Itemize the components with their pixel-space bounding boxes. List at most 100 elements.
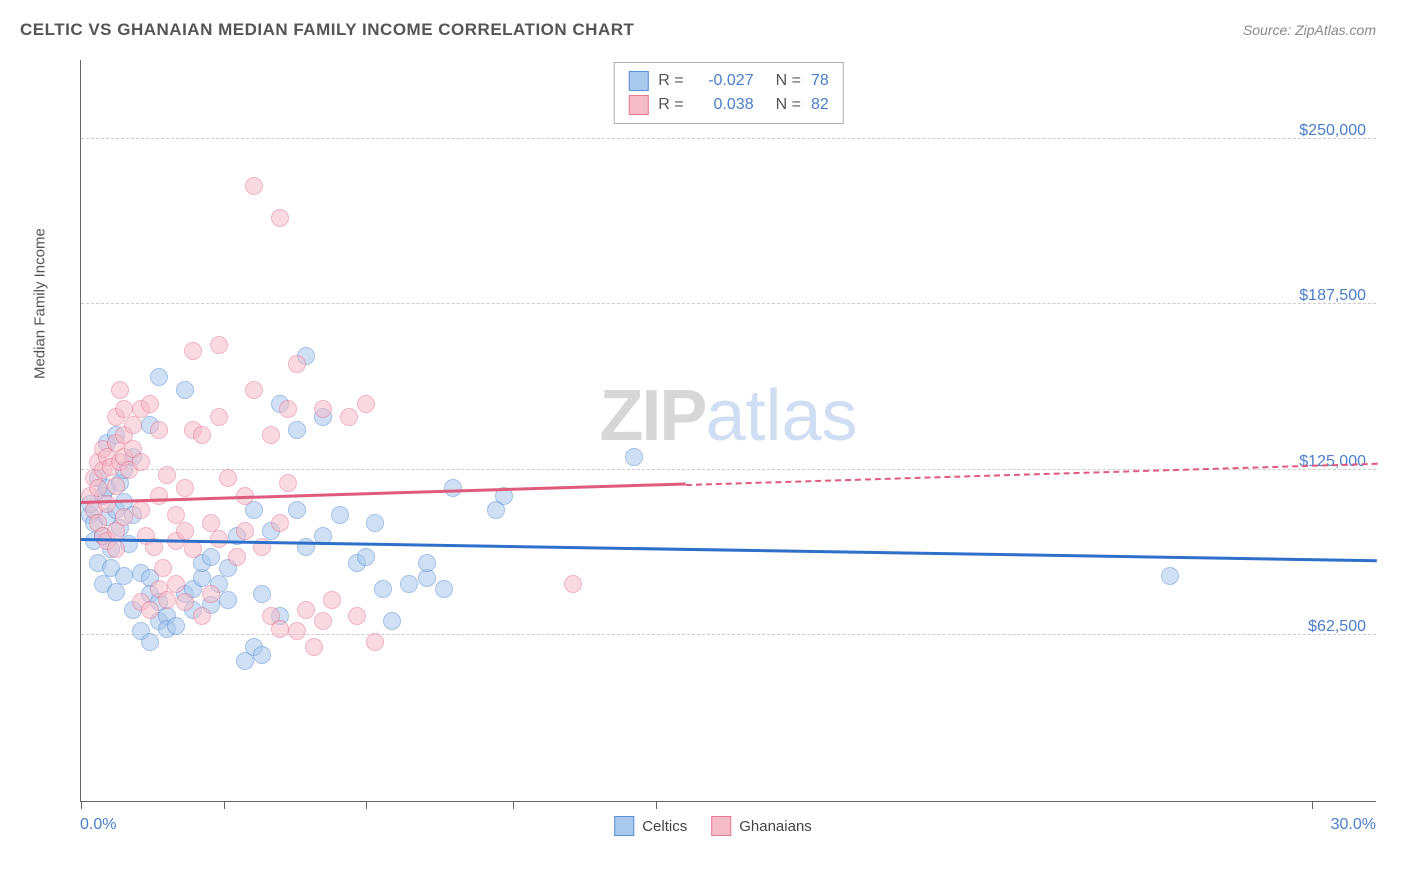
legend-swatch xyxy=(614,816,634,836)
data-point xyxy=(202,548,220,566)
data-point xyxy=(305,638,323,656)
data-point xyxy=(236,522,254,540)
data-point xyxy=(141,601,159,619)
data-point xyxy=(253,646,271,664)
chart-title: CELTIC VS GHANAIAN MEDIAN FAMILY INCOME … xyxy=(20,20,634,40)
legend-n-value: 78 xyxy=(811,72,829,90)
data-point xyxy=(150,368,168,386)
x-axis-max-label: 30.0% xyxy=(1331,816,1376,834)
legend-r-label: R = xyxy=(658,72,683,90)
legend-stats-row: R = 0.038 N = 82 xyxy=(628,93,828,117)
data-point xyxy=(210,530,228,548)
data-point xyxy=(418,554,436,572)
data-point xyxy=(150,487,168,505)
data-point xyxy=(444,479,462,497)
data-point xyxy=(184,342,202,360)
data-point xyxy=(141,633,159,651)
watermark: ZIPatlas xyxy=(599,375,857,457)
legend-n-label: N = xyxy=(776,96,801,114)
data-point xyxy=(331,506,349,524)
data-point xyxy=(176,593,194,611)
data-point xyxy=(176,479,194,497)
data-point xyxy=(297,601,315,619)
data-point xyxy=(132,453,150,471)
data-point xyxy=(132,501,150,519)
x-axis-min-label: 0.0% xyxy=(80,816,116,834)
chart-source: Source: ZipAtlas.com xyxy=(1243,22,1376,38)
data-point xyxy=(115,508,133,526)
data-point xyxy=(625,448,643,466)
gridline xyxy=(81,303,1376,304)
chart-header: CELTIC VS GHANAIAN MEDIAN FAMILY INCOME … xyxy=(0,0,1406,50)
legend-n-value: 82 xyxy=(811,96,829,114)
legend-swatch xyxy=(711,816,731,836)
data-point xyxy=(219,469,237,487)
data-point xyxy=(288,355,306,373)
trend-line xyxy=(81,483,686,505)
data-point xyxy=(158,466,176,484)
data-point xyxy=(279,474,297,492)
data-point xyxy=(98,495,116,513)
data-point xyxy=(219,591,237,609)
data-point xyxy=(340,408,358,426)
data-point xyxy=(357,548,375,566)
data-point xyxy=(202,585,220,603)
data-point xyxy=(418,569,436,587)
data-point xyxy=(107,583,125,601)
legend-r-value: 0.038 xyxy=(694,96,754,114)
data-point xyxy=(366,514,384,532)
trend-line xyxy=(81,538,1377,562)
chart-area: Median Family Income ZIPatlas R =-0.027N… xyxy=(50,60,1376,832)
data-point xyxy=(210,408,228,426)
data-point xyxy=(279,400,297,418)
x-tick xyxy=(224,801,225,809)
legend-r-value: -0.027 xyxy=(694,72,754,90)
data-point xyxy=(314,400,332,418)
data-point xyxy=(167,506,185,524)
data-point xyxy=(107,477,125,495)
data-point xyxy=(314,612,332,630)
data-point xyxy=(245,381,263,399)
watermark-atlas: atlas xyxy=(705,376,857,456)
data-point xyxy=(158,591,176,609)
data-point xyxy=(1161,567,1179,585)
legend-stats: R = -0.027 N = 78 R = 0.038 N = 82 xyxy=(613,62,843,124)
data-point xyxy=(176,522,194,540)
y-axis-title: Median Family Income xyxy=(32,228,49,379)
data-point xyxy=(323,591,341,609)
legend-series-item: Celtics xyxy=(614,816,687,836)
x-tick xyxy=(1312,801,1313,809)
data-point xyxy=(107,540,125,558)
data-point xyxy=(115,567,133,585)
y-tick-label: $187,500 xyxy=(1299,287,1366,305)
data-point xyxy=(111,381,129,399)
data-point xyxy=(383,612,401,630)
legend-r-label: R = xyxy=(658,96,683,114)
y-tick-label: $62,500 xyxy=(1308,618,1366,636)
data-point xyxy=(297,538,315,556)
y-tick-label: $125,000 xyxy=(1299,453,1366,471)
x-tick xyxy=(81,801,82,809)
data-point xyxy=(435,580,453,598)
data-point xyxy=(357,395,375,413)
legend-series-label: Celtics xyxy=(642,818,687,835)
data-point xyxy=(167,575,185,593)
watermark-zip: ZIP xyxy=(599,376,705,456)
data-point xyxy=(564,575,582,593)
data-point xyxy=(167,617,185,635)
data-point xyxy=(124,416,142,434)
legend-series-item: Ghanaians xyxy=(711,816,812,836)
data-point xyxy=(288,622,306,640)
legend-n-label: N = xyxy=(776,72,801,90)
data-point xyxy=(271,620,289,638)
data-point xyxy=(154,559,172,577)
scatter-plot: ZIPatlas R = -0.027 N = 78 R = 0.038 N = 82 $62… xyxy=(80,60,1376,802)
legend-series-label: Ghanaians xyxy=(739,818,812,835)
legend-series: Celtics Ghanaians xyxy=(614,816,812,836)
x-tick xyxy=(513,801,514,809)
data-point xyxy=(400,575,418,593)
legend-stats-row: R = -0.027 N = 78 xyxy=(628,69,828,93)
y-tick-label: $250,000 xyxy=(1299,122,1366,140)
data-point xyxy=(374,580,392,598)
data-point xyxy=(253,585,271,603)
